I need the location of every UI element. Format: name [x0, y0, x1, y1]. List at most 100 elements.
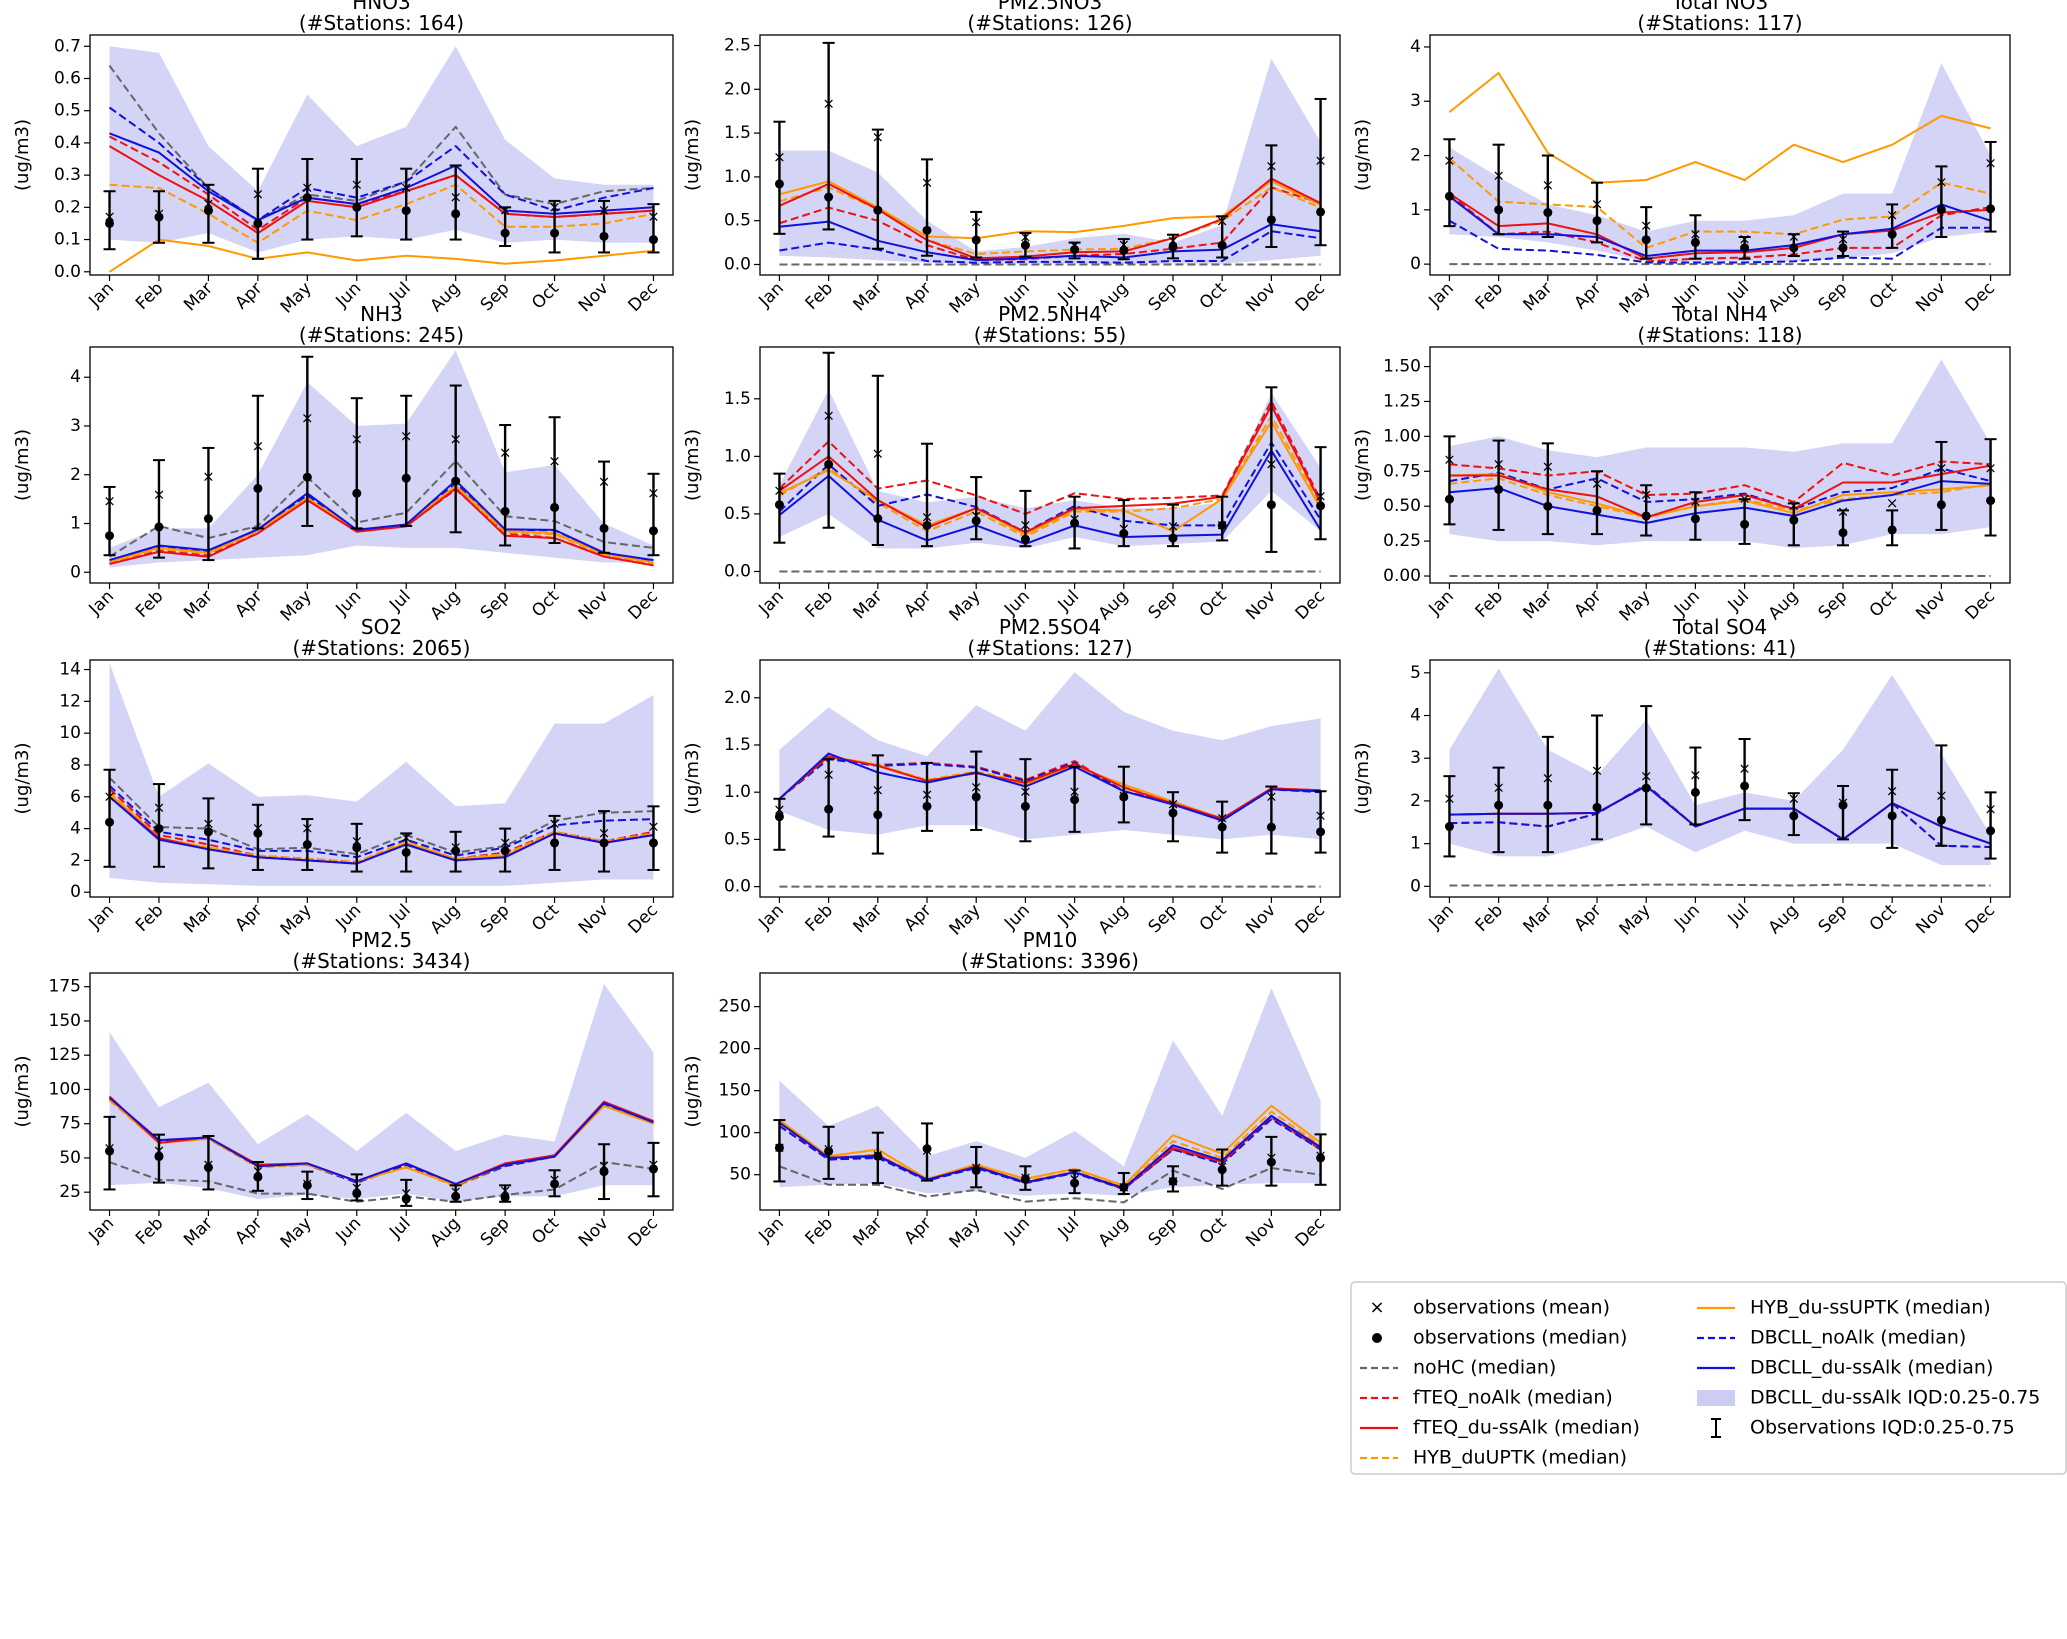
obs-mean-point: ×	[1314, 487, 1327, 505]
obs-mean-point: ×	[252, 185, 265, 203]
obs-median-point	[1838, 800, 1848, 810]
x-tick-label: Jul	[1724, 901, 1753, 930]
chart-panels: × × × × × × × × × × × × 0.0 0.1 0.2 0.3 0.4 0.5 0.6 0.7 Jan F…	[12, 0, 2011, 1253]
y-tick-label: 1.5	[724, 389, 751, 409]
y-tick-label: 0.7	[54, 36, 81, 56]
obs-median-point	[824, 459, 834, 469]
obs-median-point	[1168, 808, 1178, 818]
obs-mean-point: ×	[1118, 236, 1131, 254]
obs-median-point	[1168, 1176, 1178, 1186]
series-line-fTEQ_du	[778, 177, 1322, 260]
x-tick-label: Apr	[231, 1214, 266, 1249]
x-tick-label: Sep	[1815, 901, 1852, 938]
y-tick-label: 0.25	[1383, 531, 1421, 551]
obs-mean-point: ×	[921, 1142, 934, 1160]
x-tick-label: Oct	[1196, 278, 1231, 313]
obs-mean-point: ×	[400, 1184, 413, 1202]
obs-median-point	[1494, 484, 1504, 494]
axes-frame	[1429, 659, 2011, 898]
iqd-band	[1449, 668, 1991, 865]
x-tick-label: Apr	[901, 901, 936, 936]
series-line-DBCLL_noAlk	[778, 441, 1322, 534]
obs-median-point	[550, 228, 560, 238]
iqd-band	[109, 46, 654, 253]
legend-label: observations (mean)	[1413, 1297, 1610, 1319]
obs-mean-point: ×	[1738, 230, 1751, 248]
x-tick-label: Nov	[1242, 1214, 1280, 1252]
x-tick-label: Oct	[528, 278, 563, 313]
obs-mean-point: ×	[1689, 766, 1702, 784]
obs-median-point	[1740, 519, 1750, 529]
x-tick-label: Jan	[85, 587, 118, 620]
obs-median-point	[352, 202, 362, 212]
obs-mean-point: ×	[598, 473, 611, 491]
obs-mean-point: ×	[202, 468, 215, 486]
panel-title: NH3	[360, 302, 403, 326]
obs-median-point	[599, 838, 609, 848]
obs-median-point	[401, 847, 411, 857]
obs-median-point	[873, 1151, 883, 1161]
x-tick-label: Feb	[1472, 279, 1507, 314]
obs-median-point	[1690, 514, 1700, 524]
x-tick-label: Sep	[1145, 901, 1182, 938]
legend-label: observations (median)	[1413, 1327, 1627, 1349]
obs-mean-point: ×	[449, 1183, 462, 1201]
obs-median-point	[451, 209, 461, 219]
obs-mean-point: ×	[1314, 152, 1327, 170]
obs-mean-point: ×	[1068, 1170, 1081, 1188]
y-tick-label: 250	[719, 997, 751, 1017]
obs-median-point	[971, 1166, 981, 1175]
y-tick-label: 1.25	[1383, 391, 1421, 411]
obs-mean-point: ×	[449, 838, 462, 856]
obs-median-point	[1740, 781, 1750, 791]
x-tick-label: Aug	[427, 1214, 465, 1252]
iqd-band	[779, 988, 1321, 1196]
series-line-HYB_du_ss	[778, 420, 1322, 536]
obs-median-point	[971, 792, 981, 802]
obs-mean-point: ×	[1738, 490, 1751, 508]
x-tick-label: Mar	[180, 587, 217, 624]
x-tick-label: Mar	[180, 1214, 217, 1251]
x-tick-label: Dec	[1292, 901, 1329, 938]
obs-mean-point: ×	[153, 798, 166, 816]
obs-mean-point: ×	[1640, 767, 1653, 785]
y-tick-label: 175	[49, 977, 81, 997]
legend-marker-cross-icon: ×	[1369, 1297, 1384, 1318]
series-line-DBCLL_du	[109, 479, 654, 562]
obs-median-point	[203, 206, 213, 216]
series-line-fTEQ_du	[1448, 192, 1991, 260]
obs-median-point	[352, 843, 362, 853]
obs-median-point	[1070, 795, 1080, 805]
obs-median-point	[1789, 811, 1799, 821]
series-line-DBCLL_du	[778, 752, 1321, 822]
y-tick-label: 0	[1410, 876, 1421, 896]
x-tick-label: Mar	[180, 901, 217, 938]
obs-mean-point: ×	[872, 128, 885, 146]
panel-subtitle: (#Stations: 3434)	[293, 949, 471, 973]
x-tick-label: Dec	[625, 587, 662, 624]
y-tick-label: 3	[70, 416, 81, 436]
legend-band-swatch	[1697, 1390, 1735, 1406]
obs-mean-point: ×	[872, 1146, 885, 1164]
x-tick-label: Apr	[901, 587, 936, 622]
legend-item-obs-median: observations (median)	[1372, 1327, 1627, 1349]
obs-mean-point: ×	[252, 819, 265, 837]
x-tick-label: Feb	[132, 587, 167, 622]
x-tick-label: Feb	[802, 1214, 837, 1249]
x-tick-label: Jul	[1724, 587, 1753, 616]
obs-median-point	[1592, 802, 1602, 812]
legend-label: noHC (median)	[1413, 1357, 1556, 1379]
legend-label: DBCLL_du-ssAlk IQD:0.25-0.75	[1750, 1387, 2040, 1409]
obs-median-point	[774, 500, 784, 510]
y-tick-label: 50	[729, 1165, 751, 1185]
x-tick-label: Dec	[625, 279, 662, 316]
x-tick-label: Aug	[427, 587, 465, 625]
x-tick-label: Oct	[528, 900, 563, 935]
x-tick-label: Feb	[132, 901, 167, 936]
obs-median-point	[1592, 216, 1602, 226]
series-line-HYB_duUPTK	[109, 183, 654, 244]
y-tick-label: 8	[70, 755, 81, 775]
series-line-noHC	[108, 460, 654, 558]
x-tick-label: Aug	[1095, 1214, 1133, 1252]
